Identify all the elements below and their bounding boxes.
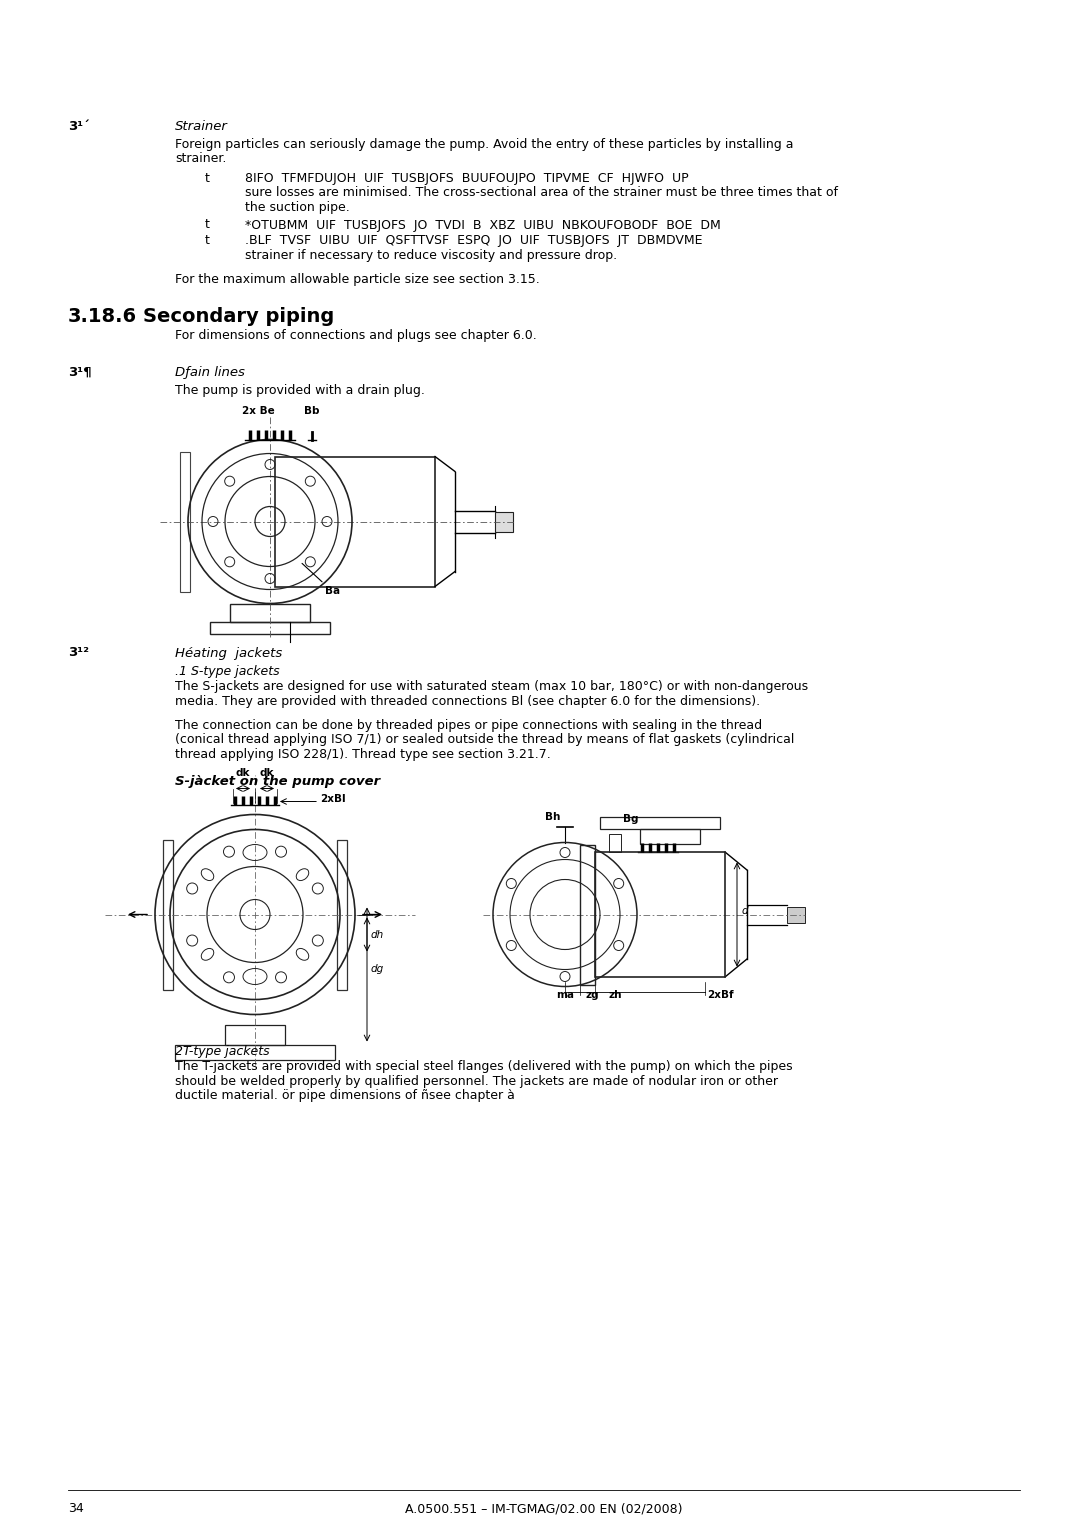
Text: Strainer: Strainer [175,121,228,133]
Text: Secondary piping: Secondary piping [143,307,334,327]
Text: The S-jackets are designed for use with saturated steam (max 10 bar, 180°C) or w: The S-jackets are designed for use with … [175,680,808,693]
Text: dh: dh [372,930,384,939]
Bar [595,852,725,977]
Text: 2T-type jackets: 2T-type jackets [175,1044,270,1058]
Bar [180,452,190,591]
Text: For dimensions of connections and plugs see chapter 6.0.: For dimensions of connections and plugs … [175,330,537,342]
Text: .BLF  TVSF  UIBU  UIF  QSFTTVSF  ESPQ  JO  UIF  TUSBJOFS  JT  DBMDVME: .BLF TVSF UIBU UIF QSFTTVSF ESPQ JO UIF … [245,234,702,247]
Text: Ba: Ba [302,563,340,597]
Text: zg: zg [585,989,599,1000]
Text: ductile material. ör pipe dimensions of ñsee chapter à: ductile material. ör pipe dimensions of … [175,1089,515,1102]
Bar [337,840,347,989]
Text: media. They are provided with threaded connections Bl (see chapter 6.0 for the d: media. They are provided with threaded c… [175,695,760,707]
Text: dk: dk [260,768,274,779]
Text: t: t [205,234,210,247]
Bar [600,817,720,829]
Text: t: t [205,218,210,232]
Text: d: d [742,907,748,916]
Text: A.0500.551 – IM-TGMAG/02.00 EN (02/2008): A.0500.551 – IM-TGMAG/02.00 EN (02/2008) [405,1503,683,1515]
Text: 34: 34 [68,1503,84,1515]
Text: strainer.: strainer. [175,153,227,165]
Text: .1 S-type jackets: .1 S-type jackets [175,664,280,678]
Bar [163,840,173,989]
Bar [225,1025,285,1044]
Bar [210,621,330,634]
Text: 3¹¶: 3¹¶ [68,366,92,379]
Text: For the maximum allowable particle size see section 3.15.: For the maximum allowable particle size … [175,273,540,286]
Bar [275,457,435,586]
Text: the suction pipe.: the suction pipe. [245,202,350,214]
Text: 2xBf: 2xBf [706,989,733,1000]
Bar [175,1044,335,1060]
Bar [230,603,310,621]
Text: 8IFO  TFMFDUJOH  UIF  TUSBJOFS  BUUFOUJPO  TIPVME  CF  HJWFO  UP: 8IFO TFMFDUJOH UIF TUSBJOFS BUUFOUJPO TI… [245,173,689,185]
Text: Foreign particles can seriously damage the pump. Avoid the entry of these partic: Foreign particles can seriously damage t… [175,137,794,151]
Text: zh: zh [608,989,622,1000]
Text: 2x Be: 2x Be [242,406,274,417]
Text: S-jàcket on the pump cover: S-jàcket on the pump cover [175,774,380,788]
Text: strainer if necessary to reduce viscosity and pressure drop.: strainer if necessary to reduce viscosit… [245,249,617,261]
Text: 2xBl: 2xBl [320,794,346,805]
Text: Dƒain lines: Dƒain lines [175,366,245,379]
Bar [609,834,621,852]
Bar [495,512,513,531]
Text: should be welded properly by qualified personnel. The jackets are made of nodula: should be welded properly by qualified p… [175,1075,778,1087]
Bar [787,907,805,922]
Text: 3¹²: 3¹² [68,646,89,660]
Text: Bg: Bg [623,814,638,825]
Text: dk: dk [235,768,251,779]
Text: *OTUBMM  UIF  TUSBJOFS  JO  TVDI  B  XBZ  UIBU  NBKOUFOBODF  BOE  DM: *OTUBMM UIF TUSBJOFS JO TVDI B XBZ UIBU … [245,218,720,232]
Text: Bb: Bb [305,406,320,417]
Text: ma: ma [556,989,573,1000]
Bar [640,829,700,844]
Text: The T-jackets are provided with special steel flanges (delivered with the pump) : The T-jackets are provided with special … [175,1060,793,1073]
Text: Héating  jackets: Héating jackets [175,646,282,660]
Bar [580,844,595,985]
Text: Bh: Bh [544,812,561,822]
Text: sure losses are minimised. The cross-sectional area of the strainer must be thre: sure losses are minimised. The cross-sec… [245,186,838,200]
Text: The pump is provided with a drain plug.: The pump is provided with a drain plug. [175,383,424,397]
Text: The connection can be done by threaded pipes or pipe connections with sealing in: The connection can be done by threaded p… [175,719,762,731]
Text: thread applying ISO 228/1). Thread type see section 3.21.7.: thread applying ISO 228/1). Thread type … [175,748,551,760]
Text: 3.18.6: 3.18.6 [68,307,137,327]
Text: dg: dg [372,965,384,974]
Text: t: t [205,173,210,185]
Text: (conical thread applying ISO 7/1) or sealed outside the thread by means of flat : (conical thread applying ISO 7/1) or sea… [175,733,795,747]
Text: 3¹´: 3¹´ [68,121,90,133]
